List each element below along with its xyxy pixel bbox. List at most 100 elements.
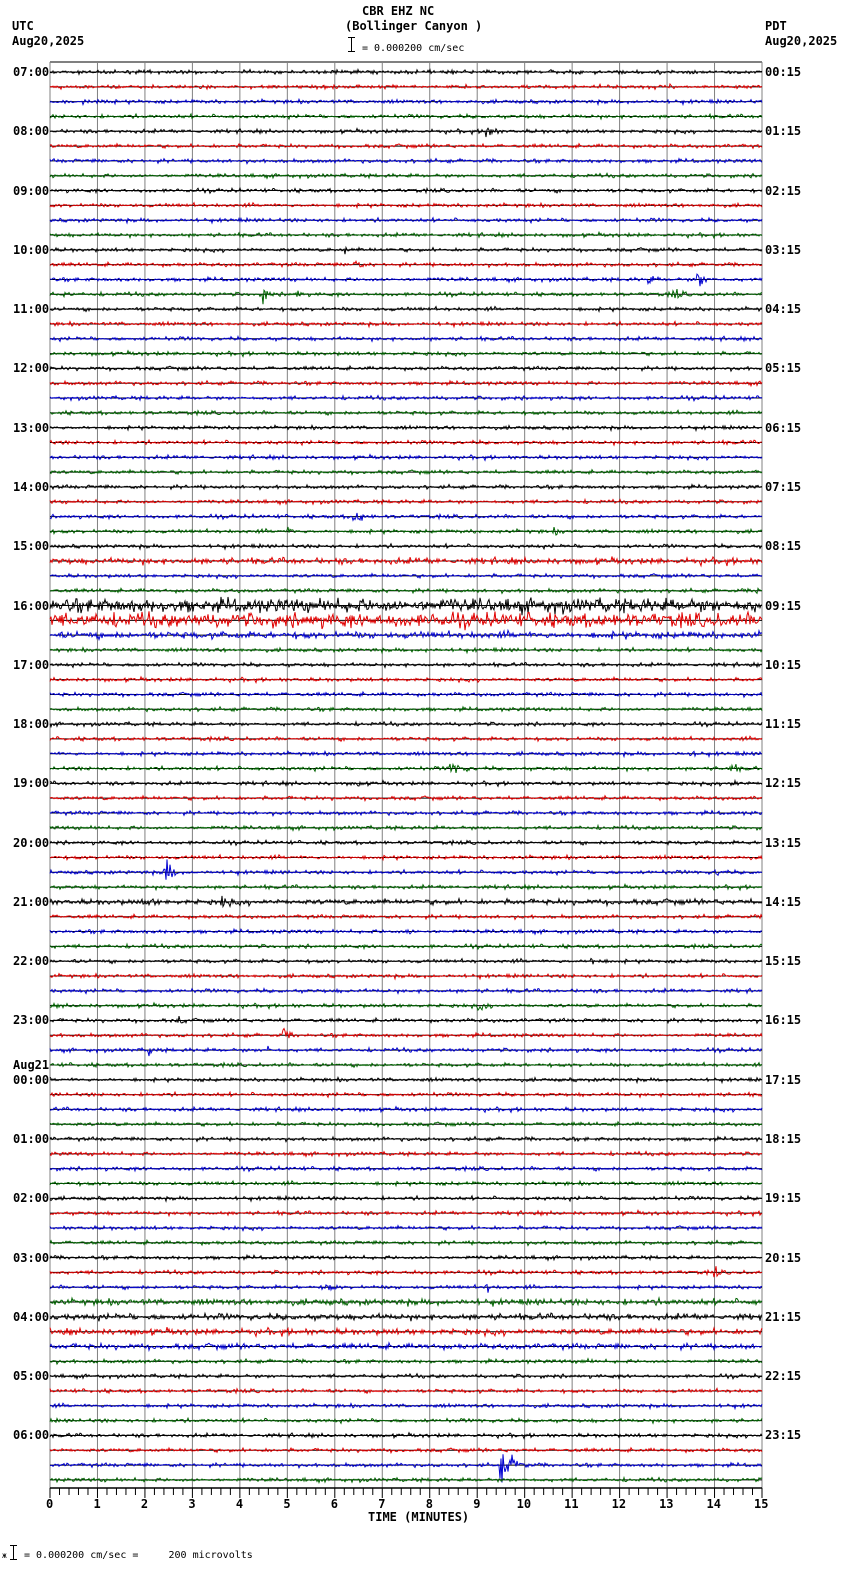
utc-hour-label: 08:00 (13, 124, 50, 139)
utc-hour-label: 18:00 (13, 717, 50, 732)
trace-row (49, 526, 763, 536)
trace-row (49, 839, 762, 847)
trace-row (49, 259, 763, 269)
pdt-hour-label: 01:15 (765, 124, 802, 139)
x-tick-label: 3 (188, 1497, 196, 1511)
x-tick-label: 4 (235, 1497, 244, 1511)
utc-hour-label: 16:00 (13, 598, 50, 613)
trace-row (49, 1075, 763, 1085)
utc-hour-label: 00:00 (13, 1072, 50, 1087)
trace-row (49, 987, 763, 995)
trace-row (49, 1090, 763, 1099)
trace-row (49, 809, 763, 817)
utc-hour-label: 21:00 (13, 894, 50, 909)
utc-hour-label: 06:00 (13, 1428, 50, 1443)
pdt-hour-label: 18:15 (765, 1132, 802, 1147)
x-tick-label: 9 (473, 1497, 481, 1511)
trace-row (49, 705, 763, 713)
trace-row (49, 1149, 763, 1158)
trace-row (49, 1239, 763, 1247)
trace-row (49, 555, 763, 568)
utc-hour-label: 03:00 (13, 1250, 50, 1265)
trace-row (49, 1179, 763, 1188)
trace-row (49, 1454, 762, 1483)
trace-row (49, 749, 763, 759)
pdt-hour-label: 13:15 (765, 835, 802, 850)
trace-row (49, 453, 763, 462)
trace-row (49, 1045, 763, 1057)
trace-row (49, 379, 763, 388)
trace-row (49, 913, 763, 921)
trace-row (49, 1253, 763, 1262)
trace-row (49, 186, 763, 195)
utc-hour-label: 04:00 (13, 1309, 50, 1324)
trace-row (49, 424, 763, 433)
trace-row (49, 112, 763, 121)
trace-row (49, 927, 763, 936)
trace-row (49, 1061, 763, 1069)
scale-bar-icon (348, 37, 355, 52)
footer-scale-bar-icon (10, 1545, 17, 1560)
utc-hour-label: 07:00 (13, 65, 50, 79)
trace-row (49, 273, 763, 287)
x-tick-label: 2 (140, 1497, 149, 1511)
left-date: Aug20,2025 (12, 34, 85, 48)
pdt-hour-label: 15:15 (765, 954, 802, 969)
trace-row (49, 762, 763, 774)
trace-row (49, 245, 763, 255)
trace-row (49, 1001, 763, 1012)
trace-row (50, 1209, 763, 1218)
trace-row (49, 542, 763, 551)
right-timezone: PDT (765, 19, 787, 33)
x-tick-label: 13 (659, 1497, 674, 1511)
pdt-hour-label: 02:15 (765, 183, 802, 198)
x-tick-label: 1 (93, 1497, 101, 1511)
pdt-hour-label: 11:15 (765, 717, 802, 732)
trace-row (49, 201, 763, 210)
footer-prefix: ж (2, 1551, 7, 1560)
trace-row (49, 483, 762, 491)
x-tick-label: 15 (754, 1497, 769, 1511)
date-change-label: Aug21 (13, 1057, 50, 1072)
trace-row (49, 497, 763, 506)
pdt-hour-label: 23:15 (765, 1428, 802, 1443)
trace-row (49, 1416, 763, 1425)
trace-row (49, 1266, 763, 1278)
pdt-hour-label: 21:15 (765, 1309, 802, 1324)
utc-hour-label: 09:00 (13, 183, 50, 198)
trace-row (49, 216, 763, 225)
pdt-hour-label: 19:15 (765, 1191, 802, 1206)
x-tick-label: 14 (706, 1497, 721, 1511)
pdt-hour-label: 17:15 (765, 1072, 802, 1087)
pdt-hour-label: 05:15 (765, 361, 802, 376)
pdt-hour-label: 20:15 (765, 1250, 802, 1265)
trace-row (49, 127, 763, 138)
trace-row (49, 1372, 763, 1381)
trace-row (49, 468, 763, 476)
trace-row (50, 349, 763, 358)
trace-row (49, 628, 763, 642)
trace-row (49, 1387, 763, 1395)
pdt-hour-label: 00:15 (765, 65, 802, 79)
x-tick-label: 6 (330, 1497, 339, 1511)
trace-row (49, 823, 763, 832)
pdt-hour-label: 10:15 (765, 657, 802, 672)
trace-row (49, 364, 763, 373)
trace-row (49, 1341, 763, 1353)
pdt-hour-label: 16:15 (765, 1013, 802, 1028)
pdt-hour-label: 09:15 (765, 598, 802, 613)
trace-row (49, 157, 763, 165)
utc-hour-label: 02:00 (13, 1191, 50, 1206)
pdt-hour-label: 03:15 (765, 242, 802, 257)
trace-row (49, 288, 763, 305)
trace-row (49, 690, 763, 699)
pdt-hour-label: 14:15 (765, 894, 802, 909)
trace-row (49, 1446, 763, 1455)
utc-hour-label: 19:00 (13, 776, 50, 791)
utc-hour-label: 14:00 (13, 479, 50, 494)
trace-row (49, 1402, 763, 1411)
trace-row (49, 1475, 763, 1485)
trace-row (49, 859, 763, 880)
trace-row (49, 596, 763, 616)
x-tick-label: 0 (46, 1497, 54, 1511)
